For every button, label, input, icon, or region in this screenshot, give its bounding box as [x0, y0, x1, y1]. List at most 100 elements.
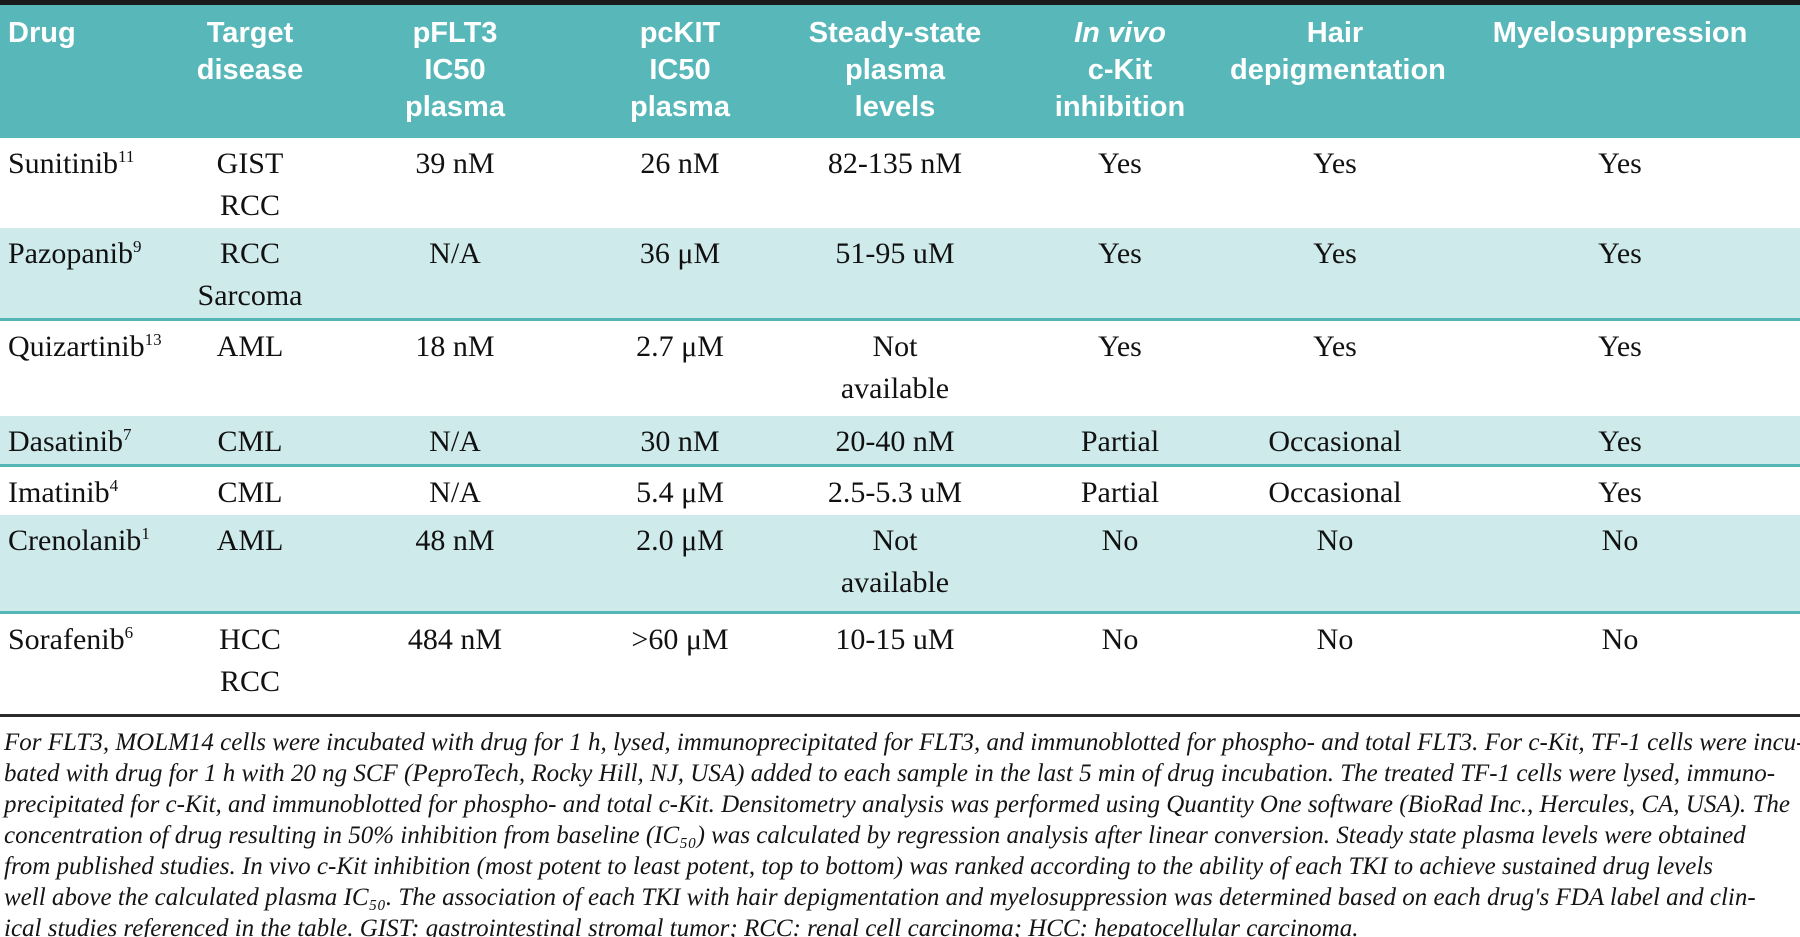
col-header-steady-label: Steady-state plasma levels — [808, 17, 982, 123]
target-disease-cell: CML — [170, 415, 330, 467]
reference-superscript: 11 — [118, 147, 135, 166]
footnote-line: ical studies referenced in the table. GI… — [4, 915, 1359, 937]
hair-depigmentation-cell: Occasional — [1230, 415, 1440, 467]
hair-depigmentation-cell: Occasional — [1268, 475, 1402, 509]
footnote-line: For FLT3, MOLM14 cells were incubated wi… — [4, 729, 1800, 756]
table-row-sunitinib: Sunitinib11 GIST RCC 39 nM 26 nM 82-135 … — [0, 138, 1800, 228]
col-header-myelo-label: Myelosuppression — [1492, 17, 1748, 49]
invivo-ckit-cell: Yes — [1098, 147, 1142, 180]
footnote-line: precipitated for c-Kit, and immunoblotte… — [4, 791, 1790, 818]
drug-name-cell: Pazopanib9 — [0, 228, 170, 321]
drug-name: Sunitinib — [8, 147, 119, 180]
drug-name-cell: Dasatinib7 — [0, 415, 170, 467]
table-row-crenolanib: Crenolanib1 AML 48 nM 2.0 μM Not availab… — [0, 514, 1800, 614]
reference-superscript: 1 — [141, 523, 150, 543]
col-header-myelosuppression: Myelosuppression — [1440, 5, 1800, 138]
pflt3-ic50-cell: N/A — [330, 228, 580, 321]
table-header-row: Drug Target disease pFLT3 IC50 plasma pc… — [0, 5, 1800, 138]
col-header-pflt3-label: pFLT3 IC50 plasma — [405, 17, 505, 123]
hair-depigmentation-cell: No — [1230, 514, 1440, 614]
col-header-pckit-ic50: pcKIT IC50 plasma — [580, 5, 780, 138]
hair-depigmentation-cell: Yes — [1230, 228, 1440, 321]
steady-state-cell: 10-15 uM — [835, 623, 955, 656]
pckit-ic50-cell: 30 nM — [580, 415, 780, 467]
footnote-separator-rule — [0, 714, 1800, 717]
myelosuppression-cell: Yes — [1440, 415, 1800, 467]
table-row-dasatinib: Dasatinib7 CML N/A 30 nM 20-40 nM Partia… — [0, 415, 1800, 467]
myelosuppression-cell: No — [1440, 514, 1800, 614]
pflt3-ic50-cell: N/A — [330, 415, 580, 467]
target-disease-cell: AML — [216, 330, 284, 363]
drug-name-cell: Sorafenib6 — [0, 613, 170, 705]
col-header-hair-label: Hair depigmentation — [1230, 17, 1446, 86]
table-row-pazopanib: Pazopanib9 RCC Sarcoma N/A 36 μM 51-95 u… — [0, 228, 1800, 321]
table-row-quizartinib: Quizartinib13 AML 18 nM 2.7 μM Not avail… — [0, 320, 1800, 416]
pckit-ic50-cell: 2.0 μM — [580, 514, 780, 614]
pckit-ic50-cell: 5.4 μM — [636, 475, 724, 509]
footnote-line: bated with drug for 1 h with 20 ng SCF (… — [4, 760, 1776, 787]
pckit-ic50-cell: >60 μM — [631, 623, 729, 656]
pflt3-ic50-cell: N/A — [429, 475, 481, 509]
invivo-ckit-cell: Yes — [1010, 228, 1230, 321]
myelosuppression-cell: No — [1601, 623, 1639, 656]
pflt3-ic50-cell: 48 nM — [330, 514, 580, 614]
col-header-target-disease: Target disease — [170, 5, 330, 138]
footnote-line: well above the calculated plasma IC₅₀. T… — [4, 884, 1756, 911]
invivo-ckit-cell: No — [1101, 623, 1139, 656]
col-header-steady-state: Steady-state plasma levels — [780, 5, 1010, 138]
reference-superscript: 13 — [144, 330, 162, 349]
invivo-ckit-cell: Partial — [1010, 415, 1230, 467]
reference-superscript: 6 — [124, 623, 134, 642]
target-disease-cell: HCC RCC — [219, 623, 281, 698]
pckit-ic50-cell: 2.7 μM — [636, 330, 724, 363]
footnote-line: concentration of drug resulting in 50% i… — [4, 822, 1746, 849]
drug-name-cell: Crenolanib1 — [0, 514, 170, 614]
drug-name: Sorafenib — [8, 623, 125, 656]
col-header-pckit-label: pcKIT IC50 plasma — [630, 17, 730, 123]
pflt3-ic50-cell: 484 nM — [407, 623, 503, 656]
hair-depigmentation-cell: Yes — [1313, 147, 1357, 180]
target-disease-cell: CML — [217, 475, 283, 509]
invivo-ckit-cell: Yes — [1098, 330, 1142, 363]
pckit-ic50-cell: 26 nM — [640, 147, 720, 180]
table-row-imatinib: Imatinib4 CML N/A 5.4 μM 2.5-5.3 uM Part… — [0, 465, 1800, 515]
hair-depigmentation-cell: No — [1316, 623, 1354, 656]
drug-name-cell: Quizartinib13 — [0, 320, 170, 416]
reference-superscript: 7 — [122, 424, 132, 444]
drug-name-cell: Sunitinib11 — [0, 138, 170, 228]
target-disease-cell: AML — [170, 514, 330, 614]
invivo-ckit-cell: No — [1010, 514, 1230, 614]
drug-name: Quizartinib — [8, 330, 145, 363]
pflt3-ic50-cell: 18 nM — [415, 330, 495, 363]
col-header-target-label: Target disease — [196, 17, 304, 86]
col-header-invivo-rest-label: c-Kit inhibition — [1054, 54, 1186, 123]
col-header-drug-label: Drug — [8, 17, 76, 49]
drug-name: Imatinib — [8, 475, 110, 509]
pckit-ic50-cell: 36 μM — [580, 228, 780, 321]
col-header-invivo-italic-label: In vivo — [1074, 17, 1166, 49]
steady-state-cell: Not available — [840, 330, 950, 405]
steady-state-cell: Not available — [780, 514, 1010, 614]
col-header-drug: Drug — [0, 5, 170, 138]
top-crop-edge-line — [0, 0, 1800, 5]
steady-state-cell: 51-95 uM — [780, 228, 1010, 321]
table-row-sorafenib: Sorafenib6 HCC RCC 484 nM >60 μM 10-15 u… — [0, 613, 1800, 705]
steady-state-cell: 20-40 nM — [780, 415, 1010, 467]
table-footnote: For FLT3, MOLM14 cells were incubated wi… — [0, 725, 1800, 937]
steady-state-cell: 2.5-5.3 uM — [827, 475, 963, 509]
col-header-hair-depigmentation: Hair depigmentation — [1230, 5, 1446, 138]
pflt3-ic50-cell: 39 nM — [415, 147, 495, 180]
hair-depigmentation-cell: Yes — [1313, 330, 1357, 363]
tki-comparison-table: Drug Target disease pFLT3 IC50 plasma pc… — [0, 5, 1800, 704]
myelosuppression-cell: Yes — [1440, 228, 1800, 321]
drug-name-cell: Imatinib4 — [0, 465, 170, 515]
myelosuppression-cell: Yes — [1598, 147, 1642, 180]
myelosuppression-cell: Yes — [1598, 330, 1642, 363]
target-disease-cell: RCC Sarcoma — [170, 228, 330, 321]
col-header-pflt3-ic50: pFLT3 IC50 plasma — [330, 5, 580, 138]
drug-name: Crenolanib — [8, 523, 142, 557]
steady-state-cell: 82-135 nM — [827, 147, 963, 180]
target-disease-cell: GIST RCC — [216, 147, 284, 222]
myelosuppression-cell: Yes — [1598, 475, 1642, 509]
reference-superscript: 4 — [109, 475, 119, 495]
